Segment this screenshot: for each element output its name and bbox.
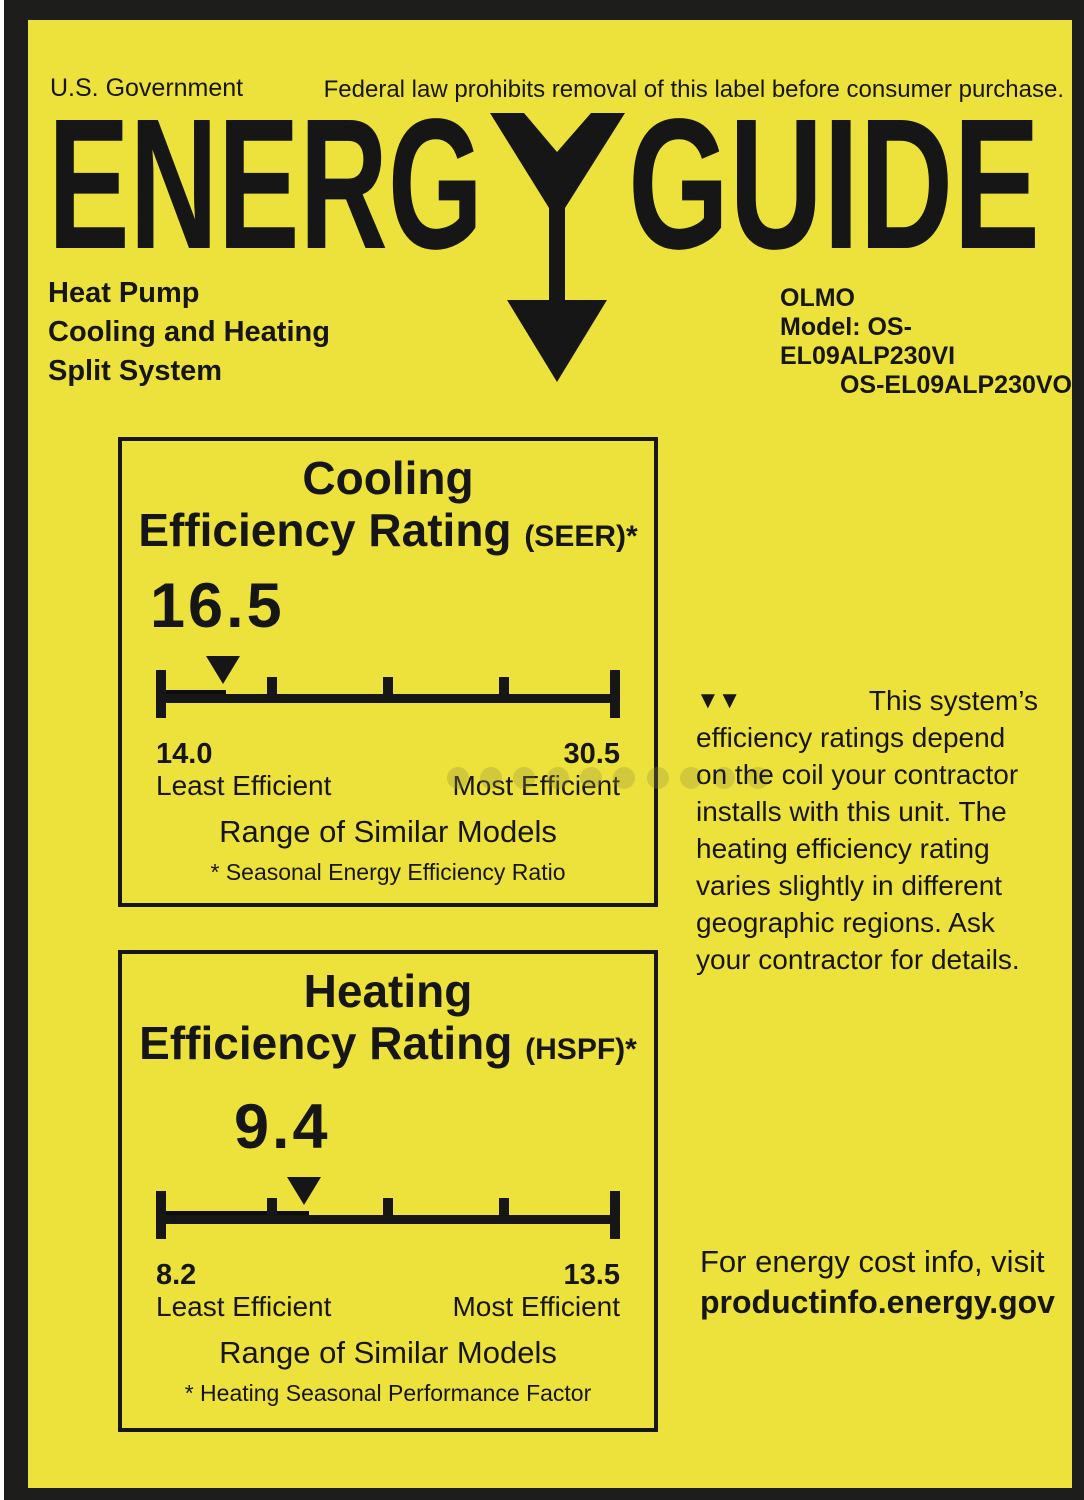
brand-name: OLMO: [780, 284, 855, 312]
cooling-rating-value: 16.5: [150, 571, 285, 642]
scale-left-endcap: [156, 670, 166, 719]
note-line: geographic regions. Ask: [696, 907, 995, 938]
heating-rating-value: 9.4: [234, 1092, 331, 1163]
note-line: installs with this unit. The: [696, 796, 1007, 827]
scale-max-value: 13.5: [563, 1259, 620, 1292]
product-line: Cooling and Heating: [48, 316, 330, 348]
down-arrow-icon: [490, 113, 625, 382]
least-efficient-label: Least Efficient: [156, 1291, 332, 1323]
scale-line: [156, 1215, 620, 1225]
federal-notice-text: Federal law prohibits removal of this la…: [323, 76, 1064, 103]
scale-max-value: 30.5: [563, 738, 620, 771]
least-efficient-label: Least Efficient: [156, 770, 332, 802]
heating-rating-label: Efficiency Rating: [139, 1016, 513, 1069]
seer-footnote: * Seasonal Energy Efficiency Ratio: [210, 859, 566, 886]
product-line: Split System: [48, 355, 223, 387]
most-efficient-label: Most Efficient: [452, 770, 620, 802]
cooling-rating-label: Efficiency Rating: [138, 503, 512, 556]
model-number-indoor: Model: OS-EL09ALP230VI: [780, 313, 956, 370]
heating-efficiency-scale: [156, 1163, 620, 1257]
heating-rating-panel: Heating Efficiency Rating (HSPF)* 9.4: [118, 950, 658, 1432]
brand-info: OLMO Model: OS-EL09ALP230VI OS-EL09ALP23…: [780, 284, 1072, 400]
scale-left-endcap: [156, 1191, 166, 1240]
heating-range-caption: Range of Similar Models: [219, 1335, 557, 1371]
note-line: heating efficiency rating: [696, 833, 990, 864]
scale-tick: [499, 677, 509, 696]
product-line: Heat Pump: [48, 277, 200, 309]
scale-min-value: 8.2: [156, 1259, 197, 1292]
cooling-scale-area: 14.0 Least Efficient 30.5 Most Efficient: [156, 642, 620, 802]
note-line: on the coil your contractor: [696, 759, 1019, 790]
label-frame: U.S. Government Federal law prohibits re…: [4, 0, 1084, 1500]
scale-tick: [499, 1198, 509, 1217]
energy-cost-text: For energy cost info, visit: [700, 1244, 1045, 1279]
heating-title: Heating: [303, 965, 473, 1017]
model-number-outdoor: OS-EL09ALP230VO: [839, 371, 1072, 399]
product-type: Heat Pump Cooling and Heating Split Syst…: [48, 274, 330, 391]
cooling-range-caption: Range of Similar Models: [219, 814, 557, 850]
heating-scale-labels: 8.2 Least Efficient 13.5 Most Efficient: [156, 1259, 620, 1323]
rating-pointer-icon: [287, 1177, 322, 1206]
scale-tick: [267, 677, 277, 696]
cooling-rating-acronym: (SEER)*: [524, 519, 638, 553]
most-efficient-label: Most Efficient: [452, 1291, 620, 1323]
scale-min-value: 14.0: [156, 738, 213, 771]
heating-subtitle: Efficiency Rating (HSPF)*: [122, 1017, 654, 1070]
note-line: varies slightly in different: [696, 870, 1003, 901]
logo-text-energ: ENERG: [48, 81, 483, 288]
contractor-note: ▼▼ This system’s efficiency ratings depe…: [696, 682, 1038, 978]
energy-cost-info: For energy cost info, visit productinfo.…: [700, 1242, 1055, 1322]
heating-scale-area: 8.2 Least Efficient 13.5 Most Efficient: [156, 1163, 620, 1323]
scale-tick: [267, 1198, 277, 1217]
cooling-title: Cooling: [302, 452, 474, 504]
heating-rating-acronym: (HSPF)*: [525, 1032, 637, 1066]
scale-tick: [383, 1198, 393, 1217]
cooling-subtitle: Efficiency Rating (SEER)*: [122, 504, 654, 557]
scale-line: [156, 694, 620, 704]
energy-gov-url: productinfo.energy.gov: [700, 1284, 1055, 1320]
cooling-efficiency-scale: [156, 642, 620, 736]
us-government-text: U.S. Government: [50, 74, 244, 102]
double-down-triangle-icon: ▼▼: [696, 687, 741, 714]
note-line: This system’s: [868, 685, 1038, 716]
scale-tick: [383, 677, 393, 696]
rating-pointer-icon: [206, 656, 241, 685]
logo-text-guide: GUIDE: [628, 81, 1040, 288]
energyguide-logo: ENERG GUIDE: [48, 81, 1040, 382]
scale-right-endcap: [610, 1191, 620, 1240]
note-line: efficiency ratings depend: [696, 722, 1006, 753]
cooling-rating-panel: Cooling Efficiency Rating (SEER)* 16.5: [118, 437, 658, 907]
note-line: your contractor for details.: [696, 944, 1020, 975]
scale-right-endcap: [610, 670, 620, 719]
hspf-footnote: * Heating Seasonal Performance Factor: [184, 1380, 592, 1407]
cooling-scale-labels: 14.0 Least Efficient 30.5 Most Efficient: [156, 738, 620, 802]
